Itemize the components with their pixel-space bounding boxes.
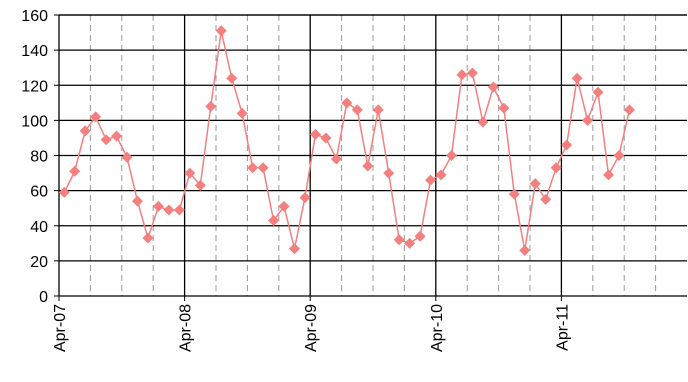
- point: [121, 151, 133, 163]
- point: [477, 116, 489, 128]
- point: [163, 204, 175, 216]
- point: [330, 153, 342, 165]
- point: [194, 179, 206, 191]
- point: [561, 139, 573, 151]
- y-tick-label: 20: [30, 254, 48, 271]
- point: [90, 111, 102, 123]
- point: [372, 104, 384, 116]
- point: [205, 100, 217, 112]
- y-tick-label: 100: [21, 113, 48, 130]
- point: [446, 150, 457, 161]
- point: [278, 200, 290, 212]
- x-tick-label: Apr-11: [554, 304, 571, 351]
- point: [508, 188, 520, 200]
- point: [236, 107, 248, 119]
- y-tick-label: 60: [30, 184, 48, 201]
- point: [299, 192, 311, 204]
- point: [309, 128, 321, 140]
- point: [529, 178, 541, 190]
- point: [351, 104, 363, 116]
- point: [425, 174, 437, 186]
- point: [362, 160, 374, 172]
- point: [414, 230, 426, 242]
- point: [268, 214, 280, 226]
- point: [320, 132, 332, 144]
- point: [592, 86, 604, 98]
- point: [79, 125, 91, 137]
- series-line: [63, 30, 631, 251]
- y-tick-label: 40: [30, 219, 48, 236]
- point: [111, 130, 123, 142]
- point: [623, 104, 635, 116]
- point: [466, 67, 478, 79]
- point: [341, 97, 353, 109]
- point: [550, 162, 562, 174]
- point: [582, 114, 594, 126]
- point: [456, 69, 468, 81]
- y-tick-label: 120: [21, 78, 48, 95]
- point: [289, 243, 300, 255]
- point: [173, 204, 185, 216]
- point: [247, 162, 259, 174]
- point: [613, 150, 625, 161]
- point: [58, 186, 70, 198]
- point: [393, 234, 405, 246]
- point: [383, 167, 395, 179]
- x-tick-label: Apr-07: [52, 304, 69, 352]
- point: [498, 102, 510, 114]
- point: [519, 244, 531, 256]
- y-tick-label: 160: [21, 8, 48, 25]
- point: [487, 81, 499, 93]
- point: [184, 167, 196, 179]
- point: [132, 195, 143, 207]
- point: [257, 162, 269, 174]
- x-tick-label: Apr-09: [303, 304, 320, 352]
- y-tick-label: 140: [21, 43, 48, 60]
- y-tick-label: 80: [30, 149, 48, 166]
- point: [603, 169, 614, 181]
- x-tick-label: Apr-10: [429, 304, 446, 352]
- point: [69, 165, 81, 177]
- point: [100, 134, 112, 146]
- point: [142, 232, 154, 244]
- point: [215, 25, 227, 37]
- point: [540, 193, 552, 205]
- point: [152, 200, 164, 212]
- point: [404, 237, 416, 249]
- point: [571, 72, 583, 84]
- x-tick-label: Apr-08: [178, 304, 195, 352]
- point: [226, 72, 238, 84]
- point: [435, 169, 447, 181]
- y-tick-label: 0: [39, 289, 48, 306]
